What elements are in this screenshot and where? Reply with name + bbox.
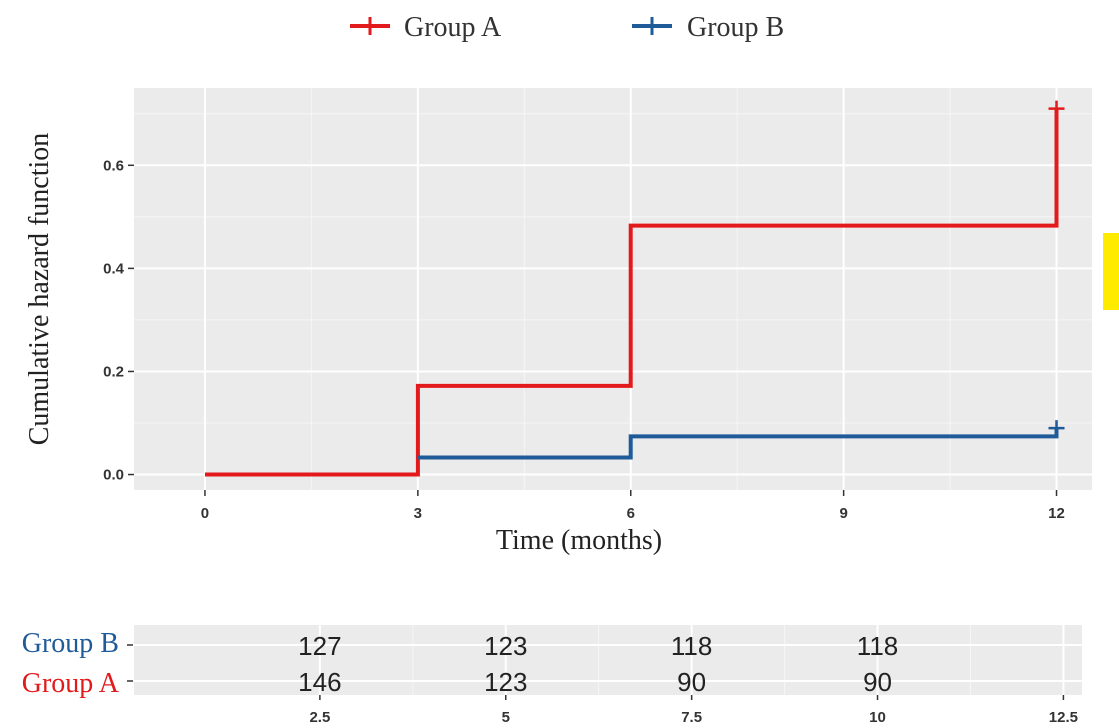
risk-row-label-group-b: Group B xyxy=(22,628,119,659)
x-tick-label-3: 3 xyxy=(414,505,422,522)
x-axis-ticks: 0 3 6 9 12 xyxy=(201,490,1065,522)
x-axis-title: Time (months) xyxy=(496,525,662,556)
series-layer xyxy=(205,100,1065,477)
risk-x-tick-label-10: 10 xyxy=(869,709,886,726)
risk-value-group-a-7-5: 90 xyxy=(677,667,706,697)
risk-x-tick-label-2-5: 2.5 xyxy=(309,709,330,726)
risk-x-tick-label-12-5: 12.5 xyxy=(1049,709,1078,726)
risk-value-group-b-10: 118 xyxy=(857,631,898,661)
series-line-group-a xyxy=(205,108,1059,477)
risk-value-group-a-10: 90 xyxy=(863,667,892,697)
risk-table-x-ticks: 2.5 5 7.5 10 12.5 xyxy=(309,695,1078,726)
risk-value-group-a-5: 123 xyxy=(484,667,527,697)
grid-minor xyxy=(134,88,1092,490)
x-tick-label-12: 12 xyxy=(1048,505,1065,522)
risk-table-panel xyxy=(134,625,1082,695)
y-axis-ticks: 0.0 0.2 0.4 0.6 xyxy=(103,157,134,484)
legend-label-group-a: Group A xyxy=(404,12,502,43)
risk-table-grid xyxy=(134,625,1082,695)
risk-x-tick-label-5: 5 xyxy=(502,709,510,726)
legend-label-group-b: Group B xyxy=(687,12,784,43)
censor-mark-group-a-0 xyxy=(1048,100,1065,117)
censor-mark-group-b-0 xyxy=(1048,420,1065,437)
plot-panel xyxy=(134,88,1092,490)
risk-table: Group B Group A 127 123 118 118 146 123 90 90 2… xyxy=(22,625,1082,726)
y-tick-label-0: 0.0 xyxy=(103,467,124,484)
y-tick-label-0-6: 0.6 xyxy=(103,157,124,174)
highlight-marker xyxy=(1103,233,1119,310)
y-tick-label-0-4: 0.4 xyxy=(103,260,125,277)
x-tick-label-0: 0 xyxy=(201,505,209,522)
risk-value-group-a-2-5: 146 xyxy=(298,667,341,697)
risk-value-group-b-2-5: 127 xyxy=(298,631,341,661)
x-tick-label-6: 6 xyxy=(627,505,635,522)
risk-value-group-b-5: 123 xyxy=(484,631,527,661)
risk-value-group-b-7-5: 118 xyxy=(671,631,712,661)
legend: Group A Group B xyxy=(350,12,784,43)
x-tick-label-9: 9 xyxy=(839,505,847,522)
risk-x-tick-label-7-5: 7.5 xyxy=(681,709,702,726)
risk-table-values: 127 123 118 118 146 123 90 90 xyxy=(298,631,898,697)
y-axis-title: Cumulative hazard function xyxy=(24,133,55,446)
hazard-plot: 0.0 0.2 0.4 0.6 0 3 6 9 12 Time (months) Cumula… xyxy=(24,88,1092,556)
y-tick-label-0-2: 0.2 xyxy=(103,363,124,380)
risk-row-label-group-a: Group A xyxy=(22,668,120,699)
